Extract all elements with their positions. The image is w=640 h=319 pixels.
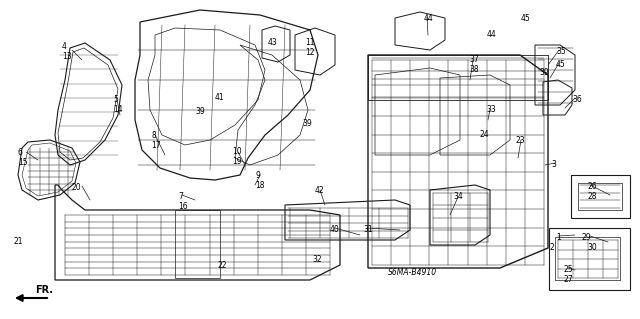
Text: 32: 32 — [312, 255, 322, 264]
Text: 40: 40 — [330, 225, 340, 234]
Text: 6: 6 — [18, 148, 23, 157]
Text: 39: 39 — [195, 107, 205, 116]
Text: 36: 36 — [572, 95, 582, 104]
Text: 45: 45 — [556, 60, 566, 69]
Text: 27: 27 — [564, 275, 573, 284]
Text: 13: 13 — [62, 52, 72, 61]
Text: 44: 44 — [487, 30, 497, 39]
Text: 11: 11 — [305, 38, 314, 47]
Text: 39: 39 — [302, 119, 312, 128]
Text: 5: 5 — [113, 95, 118, 104]
Text: 29: 29 — [582, 233, 591, 242]
Text: FR.: FR. — [35, 285, 53, 295]
Text: 17: 17 — [151, 141, 161, 150]
Text: 24: 24 — [479, 130, 488, 139]
Text: 34: 34 — [453, 192, 463, 201]
Text: 18: 18 — [255, 181, 264, 190]
Text: 1: 1 — [556, 233, 561, 242]
Text: 38: 38 — [469, 65, 479, 74]
Text: 9: 9 — [255, 171, 260, 180]
Text: 10: 10 — [232, 147, 242, 156]
Text: 33: 33 — [486, 105, 496, 114]
Text: 30: 30 — [587, 243, 596, 252]
Text: 41: 41 — [215, 93, 225, 102]
Text: 28: 28 — [588, 192, 598, 201]
Text: 42: 42 — [315, 186, 324, 195]
Text: 8: 8 — [151, 131, 156, 140]
Text: 20: 20 — [72, 183, 82, 192]
Text: 45: 45 — [521, 14, 531, 23]
Text: 22: 22 — [218, 261, 227, 270]
Text: 37: 37 — [469, 55, 479, 64]
Text: 44: 44 — [424, 14, 434, 23]
Text: 3: 3 — [551, 160, 556, 169]
Text: 12: 12 — [305, 48, 314, 57]
Text: 23: 23 — [516, 136, 525, 145]
Text: 14: 14 — [113, 105, 123, 114]
Text: S6MA-B4910: S6MA-B4910 — [388, 268, 437, 277]
Text: 16: 16 — [178, 202, 188, 211]
Text: 19: 19 — [232, 157, 242, 166]
Text: 31: 31 — [363, 225, 372, 234]
Text: 21: 21 — [14, 237, 24, 246]
Text: 7: 7 — [178, 192, 183, 201]
Text: 25: 25 — [564, 265, 573, 274]
Text: 15: 15 — [18, 158, 28, 167]
Text: 2: 2 — [549, 243, 554, 252]
Text: 35: 35 — [556, 47, 566, 56]
Text: 43: 43 — [268, 38, 278, 47]
Text: 26: 26 — [588, 182, 598, 191]
Text: 4: 4 — [62, 42, 67, 51]
Text: 39: 39 — [539, 68, 548, 77]
